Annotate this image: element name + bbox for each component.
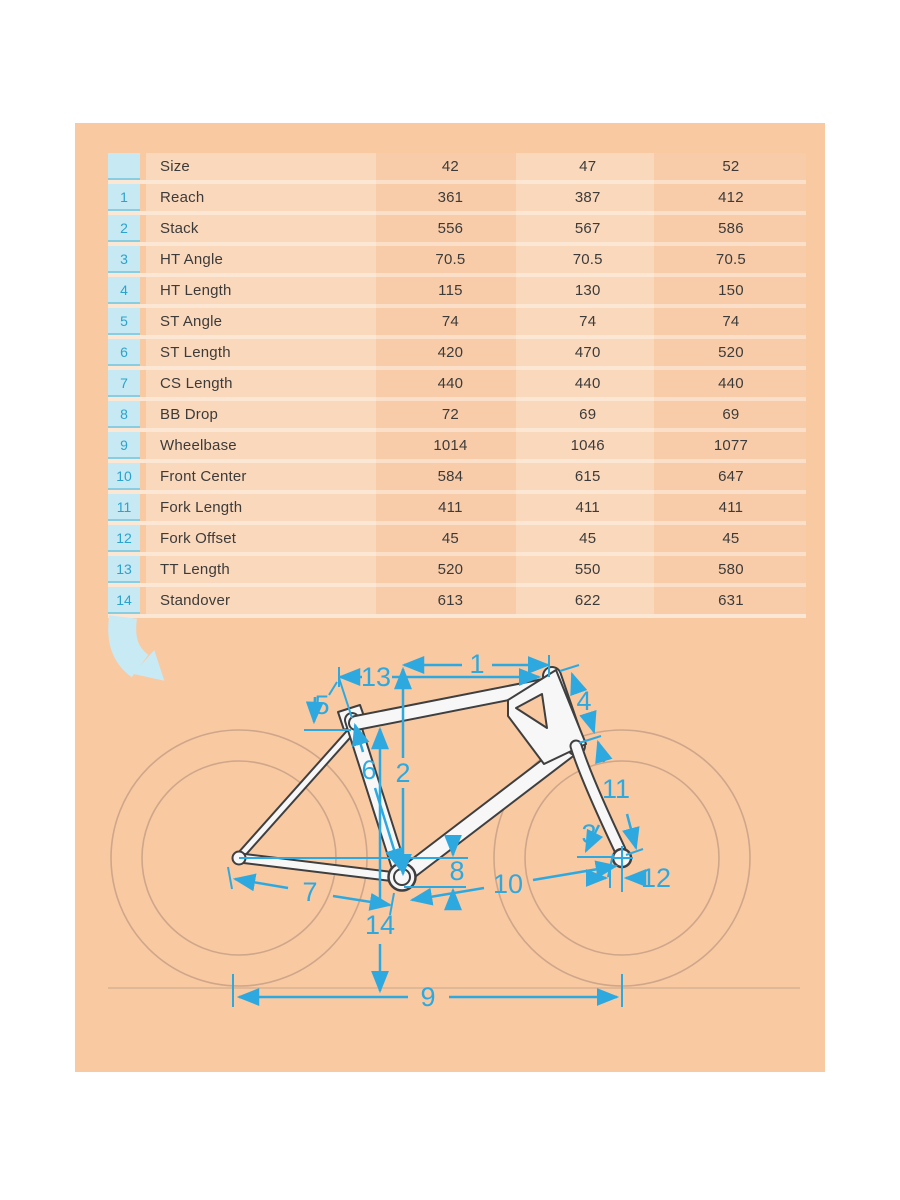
table-row: 2 Stack 556 567 586: [108, 215, 806, 246]
index-cell: 10: [108, 463, 140, 490]
table-row: 3 HT Angle 70.5 70.5 70.5: [108, 246, 806, 277]
row-label: HT Length: [160, 282, 232, 299]
cell-47: 387: [574, 189, 601, 206]
table-row: 11 Fork Length 411 411 411: [108, 494, 806, 525]
cell-52: 520: [718, 344, 744, 361]
table-row: 14 Standover 613 622 631: [108, 587, 806, 618]
index-cell: 9: [108, 432, 140, 459]
cell-47: 130: [574, 282, 601, 299]
cell-52: 412: [718, 189, 744, 206]
cell-47: 550: [574, 561, 601, 578]
cell-42: 440: [437, 375, 464, 392]
table-row: 5 ST Angle 74 74 74: [108, 308, 806, 339]
cell-42: 70.5: [435, 251, 466, 268]
cell-42: 556: [437, 220, 464, 237]
cell-47: 69: [579, 406, 597, 423]
cell-47: 615: [574, 468, 601, 485]
row-label: Front Center: [160, 468, 247, 485]
cell-42: 411: [438, 499, 463, 516]
cell-52: 69: [722, 406, 740, 423]
index-cell: 5: [108, 308, 140, 335]
cell-42: 1014: [433, 437, 468, 454]
row-label: TT Length: [160, 561, 230, 578]
table-row: 7 CS Length 440 440 440: [108, 370, 806, 401]
geometry-panel: Size 42 47 52 1 Reach 361 387 412 2 Stack 556 56…: [75, 123, 825, 1072]
index-cell: 1: [108, 184, 140, 211]
cell-47: 470: [574, 344, 601, 361]
index-cell: 13: [108, 556, 140, 583]
cell-52: 440: [718, 375, 744, 392]
geometry-table: Size 42 47 52 1 Reach 361 387 412 2 Stack 556 56…: [108, 153, 806, 618]
column-header-42: 42: [441, 158, 459, 175]
cell-52: 631: [718, 592, 744, 609]
table-row: 9 Wheelbase 1014 1046 1077: [108, 432, 806, 463]
row-label: HT Angle: [160, 251, 224, 268]
table-row: 10 Front Center 584 615 647: [108, 463, 806, 494]
index-cell: 3: [108, 246, 140, 273]
table-row: 6 ST Length 420 470 520: [108, 339, 806, 370]
index-cell: 7: [108, 370, 140, 397]
table-row: 13 TT Length 520 550 580: [108, 556, 806, 587]
column-header-label: Size: [160, 158, 190, 175]
cell-52: 411: [718, 499, 744, 516]
row-label: ST Angle: [160, 313, 223, 330]
cell-42: 613: [437, 592, 464, 609]
table-row: 1 Reach 361 387 412: [108, 184, 806, 215]
index-cell: 14: [108, 587, 140, 614]
cell-42: 74: [441, 313, 459, 330]
table-row: 4 HT Length 115 130 150: [108, 277, 806, 308]
row-label: BB Drop: [160, 406, 219, 423]
row-label: ST Length: [160, 344, 231, 361]
row-label: Fork Length: [160, 499, 243, 516]
index-cell: 12: [108, 525, 140, 552]
cell-52: 586: [718, 220, 744, 237]
column-band-size-42: [376, 153, 516, 614]
row-label: Reach: [160, 189, 205, 206]
column-header-47: 47: [579, 158, 597, 175]
table-header-row: Size 42 47 52: [108, 153, 806, 184]
cell-42: 72: [441, 406, 459, 423]
cell-52: 74: [722, 313, 740, 330]
cell-42: 520: [437, 561, 464, 578]
cell-42: 45: [441, 530, 459, 547]
cell-52: 1077: [713, 437, 749, 454]
index-cell: 6: [108, 339, 140, 366]
cell-52: 150: [718, 282, 744, 299]
cell-47: 622: [574, 592, 601, 609]
row-label: Standover: [160, 592, 231, 609]
cell-52: 45: [722, 530, 740, 547]
cell-52: 580: [718, 561, 744, 578]
row-label: Wheelbase: [160, 437, 237, 454]
cell-47: 1046: [570, 437, 605, 454]
table-row: 12 Fork Offset 45 45 45: [108, 525, 806, 556]
row-label: Fork Offset: [160, 530, 237, 547]
cell-42: 115: [438, 282, 463, 299]
table-row: 8 BB Drop 72 69 69: [108, 401, 806, 432]
cell-42: 584: [437, 468, 464, 485]
column-band-size-52: [654, 153, 806, 614]
cell-47: 70.5: [572, 251, 603, 268]
cell-52: 70.5: [715, 251, 746, 268]
cell-42: 361: [437, 189, 464, 206]
index-cell: 8: [108, 401, 140, 428]
row-label: Stack: [160, 220, 199, 237]
row-label: CS Length: [160, 375, 233, 392]
cell-42: 420: [437, 344, 464, 361]
index-cell: 4: [108, 277, 140, 304]
cell-47: 411: [575, 499, 600, 516]
cell-47: 45: [579, 530, 597, 547]
column-header-52: 52: [722, 158, 740, 175]
index-cell: 11: [108, 494, 140, 521]
index-cell: [108, 153, 140, 180]
index-cell: 2: [108, 215, 140, 242]
cell-52: 647: [718, 468, 744, 485]
cell-47: 567: [574, 220, 601, 237]
cell-47: 74: [579, 313, 597, 330]
cell-47: 440: [574, 375, 601, 392]
